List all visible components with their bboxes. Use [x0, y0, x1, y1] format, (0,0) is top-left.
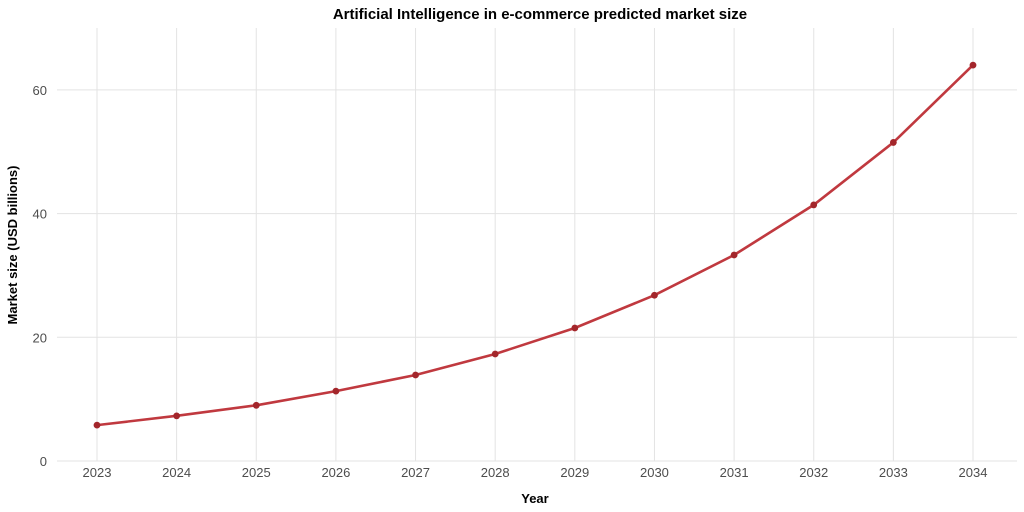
- data-point-2027: [412, 371, 419, 379]
- x-tick-label: 2024: [162, 465, 191, 480]
- chart-title: Artificial Intelligence in e-commerce pr…: [333, 6, 747, 23]
- grid: [57, 28, 1017, 462]
- x-tick-label: 2023: [83, 465, 112, 480]
- y-tick-label: 20: [33, 330, 47, 345]
- data-point-2030: [651, 291, 658, 299]
- data-point-2032: [810, 201, 818, 209]
- x-tick-label: 2026: [321, 465, 350, 480]
- y-tick-label: 0: [40, 454, 47, 469]
- data-point-2034: [969, 61, 977, 69]
- data-point-2023: [93, 421, 101, 429]
- x-tick-label: 2033: [879, 465, 908, 480]
- data-point-2033: [889, 139, 897, 146]
- y-tick-label: 60: [33, 83, 47, 98]
- data-point-2025: [252, 401, 260, 409]
- x-tick-labels: 2023 2024 2025 2026 2027 2028 2029 2030 2031 2032…: [83, 465, 988, 480]
- y-tick-label: 40: [33, 207, 47, 222]
- x-tick-label: 2025: [242, 465, 271, 480]
- x-tick-label: 2031: [720, 465, 749, 480]
- data-point-2029: [571, 324, 579, 332]
- x-tick-label: 2030: [640, 465, 669, 480]
- x-axis-label: Year: [521, 491, 548, 506]
- y-tick-labels: 0 20 40 60: [33, 83, 47, 469]
- data-point-2028: [491, 350, 499, 358]
- x-tick-label: 2034: [959, 465, 988, 480]
- x-tick-label: 2028: [481, 465, 510, 480]
- x-tick-label: 2032: [799, 465, 828, 480]
- data-points: [93, 61, 977, 429]
- data-point-2026: [332, 387, 340, 395]
- data-point-2024: [173, 412, 181, 420]
- x-tick-label: 2027: [401, 465, 430, 480]
- series-line: [96, 64, 974, 427]
- x-tick-label: 2029: [560, 465, 589, 480]
- y-axis-label: Market size (USD billions): [5, 166, 20, 325]
- data-point-2031: [730, 251, 738, 259]
